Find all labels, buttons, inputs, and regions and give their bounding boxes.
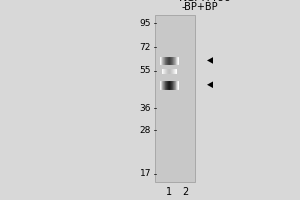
Text: 28: 28 [140,126,151,135]
Polygon shape [207,81,213,88]
FancyBboxPatch shape [155,15,195,182]
Text: 36: 36 [140,104,151,113]
Text: 1: 1 [166,187,172,197]
Text: NCI-H460: NCI-H460 [178,0,231,3]
Text: 2: 2 [182,187,188,197]
Polygon shape [207,57,213,64]
Text: 72: 72 [140,43,151,52]
Text: 95: 95 [140,19,151,27]
Text: 17: 17 [140,170,151,178]
Text: -BP+BP: -BP+BP [182,2,218,12]
Text: 55: 55 [140,66,151,75]
